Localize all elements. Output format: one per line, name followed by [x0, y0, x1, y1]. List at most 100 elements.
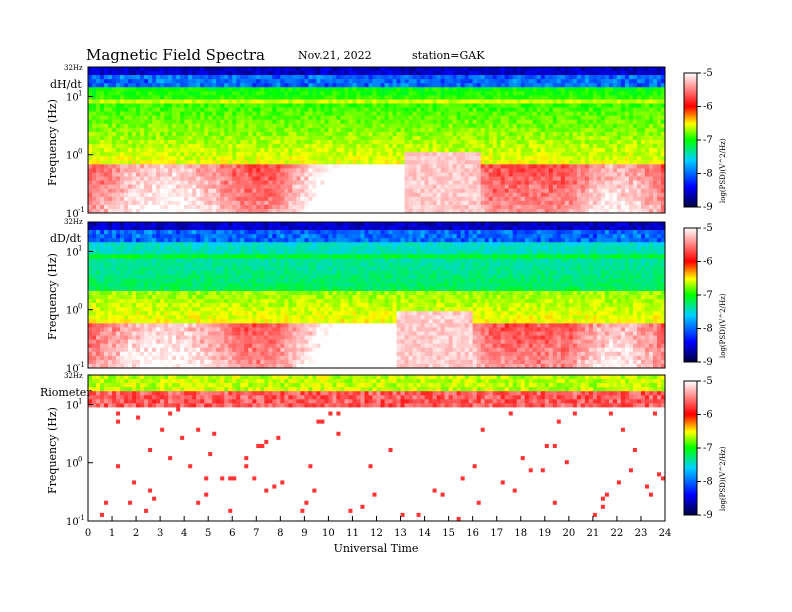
heatmap-cell: [188, 79, 193, 84]
heatmap-cell: [248, 131, 253, 137]
heatmap-cell: [540, 111, 546, 116]
heatmap-cell: [168, 95, 173, 100]
heatmap-cell: [480, 160, 485, 165]
heatmap-cell: [340, 115, 345, 121]
heatmap-cell: [628, 148, 634, 153]
heatmap-cell: [100, 180, 105, 185]
heatmap-cell: [260, 79, 265, 84]
heatmap-cell: [184, 107, 189, 112]
heatmap-cell: [620, 176, 626, 181]
heatmap-cell: [196, 83, 201, 88]
heatmap-cell: [504, 152, 510, 157]
heatmap-cell: [640, 148, 646, 153]
heatmap-cell: [236, 119, 241, 125]
heatmap-cell: [436, 123, 441, 129]
heatmap-cell: [236, 95, 241, 100]
heatmap-cell: [644, 95, 650, 100]
heatmap-cell: [216, 111, 221, 116]
heatmap-cell: [480, 71, 485, 76]
heatmap-cell: [624, 87, 630, 92]
heatmap-cell: [300, 87, 305, 92]
heatmap-cell: [172, 156, 177, 161]
heatmap-cell: [640, 152, 646, 157]
heatmap-cell: [168, 164, 173, 169]
heatmap-cell: [156, 196, 161, 202]
heatmap-cell: [392, 79, 397, 84]
heatmap-cell: [516, 188, 522, 194]
heatmap-cell: [264, 71, 269, 76]
heatmap-cell: [460, 95, 465, 100]
heatmap-cell: [316, 119, 321, 125]
heatmap-cell: [516, 152, 522, 157]
heatmap-cell: [476, 176, 481, 181]
heatmap-cell: [352, 83, 357, 88]
heatmap-cell: [136, 115, 141, 121]
heatmap-cell: [92, 75, 97, 80]
heatmap-cell: [112, 127, 117, 133]
heatmap-cell: [452, 67, 457, 72]
heatmap-cell: [564, 67, 570, 72]
heatmap-cell: [512, 148, 518, 153]
heatmap-cell: [436, 131, 441, 137]
heatmap-cell: [260, 91, 265, 96]
heatmap-cell: [600, 99, 606, 104]
heatmap-cell: [556, 119, 562, 125]
heatmap-cell: [304, 123, 309, 129]
heatmap-cell: [480, 148, 485, 153]
heatmap-cell: [444, 192, 449, 198]
heatmap-cell: [396, 115, 401, 121]
heatmap-cell: [440, 144, 445, 149]
heatmap-cell: [464, 135, 469, 141]
heatmap-cell: [488, 176, 493, 181]
heatmap-cell: [612, 67, 618, 72]
heatmap-cell: [516, 184, 522, 189]
heatmap-cell: [584, 95, 590, 100]
heatmap-cell: [112, 200, 117, 206]
heatmap-cell: [268, 180, 273, 185]
heatmap-cell: [236, 144, 241, 149]
heatmap-cell: [620, 103, 626, 108]
heatmap-cell: [616, 192, 622, 198]
heatmap-cell: [200, 87, 205, 92]
heatmap-cell: [92, 148, 97, 153]
heatmap-cell: [376, 127, 381, 133]
heatmap-cell: [368, 172, 373, 177]
heatmap-cell: [348, 135, 353, 141]
heatmap-cell: [380, 192, 385, 198]
heatmap-cell: [424, 140, 429, 145]
heatmap-cell: [448, 144, 453, 149]
heatmap-cell: [416, 176, 421, 181]
heatmap-cell: [428, 172, 433, 177]
heatmap-cell: [124, 91, 129, 96]
heatmap-cell: [460, 176, 465, 181]
heatmap-cell: [460, 71, 465, 76]
heatmap-cell: [548, 103, 554, 108]
heatmap-cell: [244, 103, 249, 108]
heatmap-cell: [140, 71, 145, 76]
heatmap-cell: [348, 204, 353, 210]
heatmap-cell: [540, 83, 546, 88]
heatmap-cell: [104, 135, 109, 141]
heatmap-cell: [624, 164, 630, 169]
heatmap-cell: [240, 176, 245, 181]
heatmap-cell: [492, 91, 498, 96]
heatmap-cell: [348, 140, 353, 145]
heatmap-cell: [340, 144, 345, 149]
heatmap-cell: [280, 103, 285, 108]
heatmap-cell: [380, 176, 385, 181]
heatmap-cell: [216, 83, 221, 88]
heatmap-cell: [248, 172, 253, 177]
heatmap-cell: [592, 107, 598, 112]
heatmap-cell: [324, 176, 329, 181]
heatmap-cell: [580, 176, 586, 181]
heatmap-cell: [556, 91, 562, 96]
heatmap-cell: [128, 127, 133, 133]
heatmap-cell: [416, 91, 421, 96]
heatmap-cell: [196, 168, 201, 173]
heatmap-cell: [500, 71, 506, 76]
heatmap-cell: [360, 196, 365, 202]
heatmap-cell: [88, 67, 93, 72]
heatmap-cell: [324, 131, 329, 137]
heatmap-cell: [524, 67, 530, 72]
heatmap-cell: [336, 204, 341, 210]
